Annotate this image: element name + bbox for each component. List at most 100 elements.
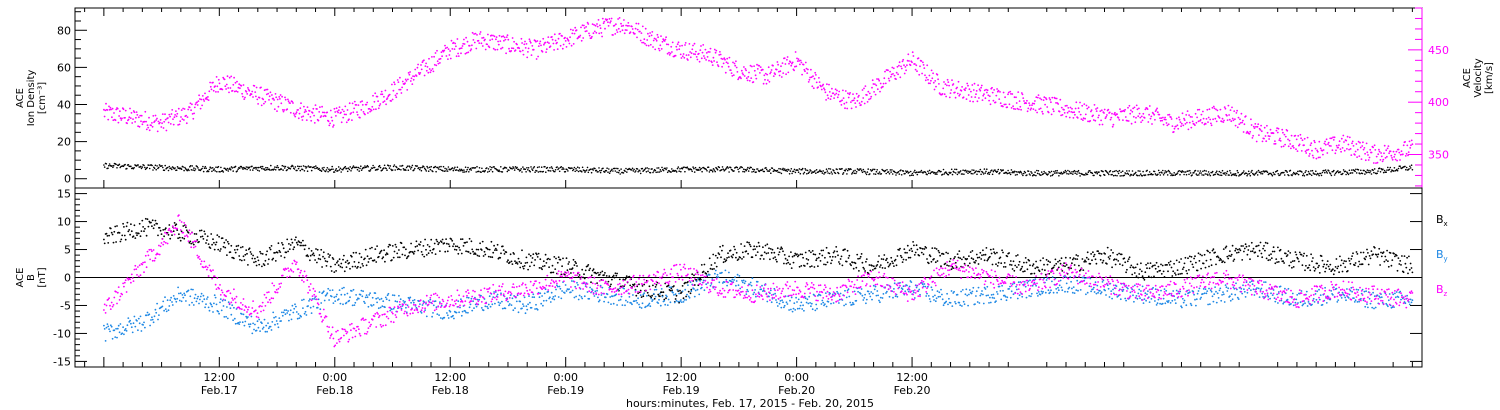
density-series-point <box>761 168 764 171</box>
velocity-series-point <box>1025 102 1028 105</box>
series-Bx-point <box>1372 253 1374 256</box>
density-series-point <box>599 169 601 172</box>
series-Bx-point <box>597 271 599 274</box>
velocity-series-point <box>665 43 668 46</box>
velocity-series-point <box>542 37 545 40</box>
velocity-series-point <box>1356 148 1359 151</box>
density-series-point <box>1054 172 1056 174</box>
density-series-point <box>1236 169 1239 172</box>
series-Bx-point <box>274 251 276 254</box>
density-series-point <box>430 165 433 168</box>
velocity-series-point <box>1288 139 1291 142</box>
velocity-series-point <box>873 91 875 93</box>
velocity-series-point <box>653 37 656 40</box>
velocity-series-point <box>1390 154 1393 157</box>
density-series-point <box>653 170 655 172</box>
series-Bx-point <box>1238 248 1241 250</box>
velocity-series-point <box>1319 156 1321 159</box>
density-series-point <box>743 171 746 173</box>
velocity-series-point <box>447 58 449 60</box>
velocity-series-point <box>279 98 281 100</box>
series-Bx-point <box>557 256 560 259</box>
series-Bx-point <box>1047 260 1050 263</box>
series-Bx-point <box>492 251 495 254</box>
density-series-point <box>699 168 702 171</box>
velocity-series-point <box>212 81 214 84</box>
series-Bx-point <box>377 255 380 258</box>
series-Bx-point <box>986 259 989 262</box>
density-series-point <box>413 169 415 171</box>
velocity-series-point <box>628 25 630 27</box>
density-series-point <box>1389 166 1392 169</box>
field-tick-label: 5 <box>64 244 71 257</box>
velocity-series-point <box>444 44 446 47</box>
series-Bx-point <box>1044 273 1047 276</box>
velocity-series-point <box>922 64 925 66</box>
density-series-point <box>573 166 576 169</box>
velocity-series-point <box>273 99 275 101</box>
series-Bx-point <box>1112 251 1114 254</box>
velocity-series-point <box>1182 124 1185 127</box>
density-series-point <box>1146 169 1148 172</box>
velocity-series-point <box>1338 144 1340 147</box>
series-Bx-point <box>693 284 696 286</box>
velocity-series-point <box>399 76 401 79</box>
velocity-series-point <box>1284 135 1287 138</box>
velocity-series-point <box>1190 126 1193 129</box>
velocity-series-point <box>841 99 843 102</box>
velocity-series-point <box>146 124 149 127</box>
density-series-point <box>597 171 599 173</box>
velocity-series-point <box>463 38 465 41</box>
velocity-series-point <box>522 53 525 56</box>
velocity-series-point <box>1204 123 1207 125</box>
velocity-series-point <box>151 122 153 124</box>
series-Bx-point <box>991 263 994 266</box>
series-Bx-point <box>636 285 639 288</box>
density-series-point <box>286 169 289 171</box>
velocity-series-point <box>1060 114 1062 117</box>
velocity-series-point <box>225 88 228 90</box>
series-Bx-point <box>359 266 362 269</box>
series-Bx-point <box>1207 250 1209 253</box>
velocity-series-point <box>1010 93 1012 95</box>
series-Bx-point <box>327 253 330 255</box>
density-series-point <box>748 167 751 170</box>
density-series-point <box>1334 172 1337 175</box>
velocity-series-point <box>806 72 809 74</box>
velocity-series-point <box>430 69 433 72</box>
velocity-series-point <box>383 95 385 98</box>
series-Bx-point <box>1288 264 1291 267</box>
density-series-point <box>861 171 864 174</box>
series-Bx-point <box>761 254 763 257</box>
series-Bx-point <box>831 259 833 262</box>
velocity-series-point <box>1308 155 1310 157</box>
series-Bx-point <box>977 263 980 265</box>
density-series-point <box>533 166 536 168</box>
velocity-series-point <box>834 93 836 96</box>
density-series-point <box>342 168 344 171</box>
series-Bx-point <box>239 258 241 261</box>
velocity-series-point <box>512 47 515 50</box>
velocity-series-point <box>878 79 881 82</box>
velocity-series-point <box>1127 106 1129 109</box>
density-series-point <box>626 171 628 173</box>
velocity-series-point <box>753 69 756 72</box>
density-series-point <box>520 168 522 170</box>
series-Bx-point <box>247 264 249 266</box>
velocity-series-point <box>801 73 803 76</box>
series-Bx-point <box>348 262 351 264</box>
series-Bx-point <box>1250 250 1252 253</box>
velocity-series-point <box>1196 116 1198 119</box>
density-series-point <box>1085 172 1087 175</box>
velocity-series-point <box>302 115 305 118</box>
velocity-series-point <box>447 48 450 50</box>
velocity-series-point <box>860 100 863 103</box>
velocity-series-point <box>467 51 470 54</box>
velocity-series-point <box>554 39 557 42</box>
density-series-point <box>964 169 967 172</box>
density-series-point <box>229 167 231 169</box>
velocity-series-point <box>923 67 926 69</box>
series-Bx-point <box>1160 263 1162 266</box>
series-Bx-point <box>607 280 610 283</box>
